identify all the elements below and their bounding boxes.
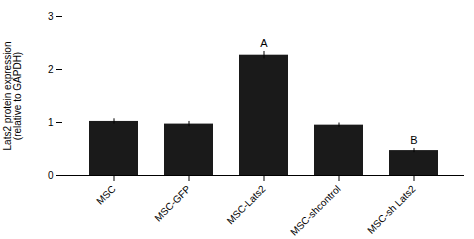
svg-text:0: 0 [48,170,54,181]
svg-text:MSC-shcontrol: MSC-shcontrol [288,183,343,238]
svg-text:B: B [410,134,417,146]
svg-text:1: 1 [48,117,54,128]
svg-text:2: 2 [48,64,54,75]
svg-text:MSC-Lats2: MSC-Lats2 [225,183,268,226]
svg-text:3: 3 [48,11,54,22]
svg-text:A: A [260,37,268,49]
svg-text:MSC-sh Lats2: MSC-sh Lats2 [365,183,418,236]
svg-text:MSC: MSC [94,183,118,207]
svg-text:Lats2 protein expression(relat: Lats2 protein expression(relative to GAP… [2,42,23,151]
svg-text:MSC-GFP: MSC-GFP [152,183,193,224]
